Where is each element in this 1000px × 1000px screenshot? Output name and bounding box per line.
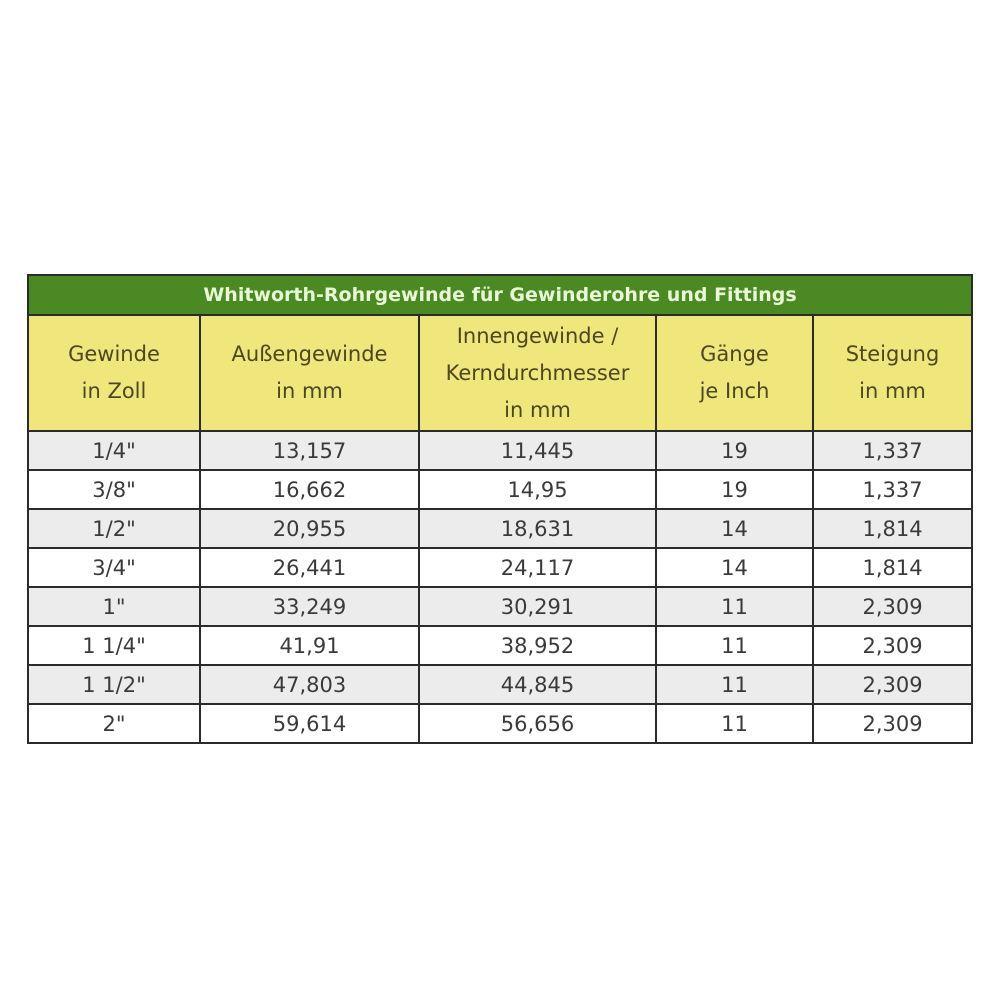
table-cell: 1" xyxy=(27,586,201,627)
table-cell: 13,157 xyxy=(199,430,420,471)
column-header-line: je Inch xyxy=(699,379,770,403)
table-cell: 1 1/2" xyxy=(27,664,201,705)
thread-table: Whitworth-Rohrgewinde für Gewinderohre u… xyxy=(26,274,974,744)
table-cell: 14,95 xyxy=(418,469,657,510)
table-row: 3/4" 26,441 24,117 14 1,814 xyxy=(27,547,974,588)
table-cell: 11 xyxy=(655,664,814,705)
header-row: Gewinde in Zoll Außengewinde in mm Innengewi… xyxy=(27,314,974,432)
table-body: 1/4" 13,157 11,445 19 1,337 3/8" 16,662 14,95 19… xyxy=(27,430,974,744)
table-cell: 59,614 xyxy=(199,703,420,744)
column-header: Außengewinde in mm xyxy=(199,314,420,432)
table-cell: 1,337 xyxy=(811,469,974,510)
table-cell: 44,845 xyxy=(418,664,657,705)
table-cell: 2,309 xyxy=(811,664,974,705)
table-row: 1/4" 13,157 11,445 19 1,337 xyxy=(27,430,974,471)
table-cell: 18,631 xyxy=(418,508,657,549)
column-header-line: Gewinde xyxy=(68,342,160,366)
table-cell: 11 xyxy=(655,703,814,744)
table-cell: 1/4" xyxy=(27,430,201,471)
column-header: Gänge je Inch xyxy=(655,314,814,432)
table-cell: 26,441 xyxy=(199,547,420,588)
table-cell: 38,952 xyxy=(418,625,657,666)
table-cell: 2,309 xyxy=(811,586,974,627)
table-cell: 14 xyxy=(655,547,814,588)
table-cell: 1/2" xyxy=(27,508,201,549)
table-row: 1 1/2" 47,803 44,845 11 2,309 xyxy=(27,664,974,705)
table-cell: 2,309 xyxy=(811,625,974,666)
table-title: Whitworth-Rohrgewinde für Gewinderohre u… xyxy=(26,274,974,316)
table-row: 1 1/4" 41,91 38,952 11 2,309 xyxy=(27,625,974,666)
table-row: 3/8" 16,662 14,95 19 1,337 xyxy=(27,469,974,510)
table-cell: 3/4" xyxy=(27,547,201,588)
table-cell: 11 xyxy=(655,625,814,666)
table-cell: 3/8" xyxy=(27,469,201,510)
column-header: Gewinde in Zoll xyxy=(27,314,201,432)
table-cell: 47,803 xyxy=(199,664,420,705)
column-header-line: Außengewinde xyxy=(231,342,388,366)
table-cell: 16,662 xyxy=(199,469,420,510)
table-cell: 19 xyxy=(655,430,814,471)
table-cell: 20,955 xyxy=(199,508,420,549)
column-header: Innengewinde / Kerndurchmesser in mm xyxy=(418,314,657,432)
column-header-line: in Zoll xyxy=(81,379,147,403)
table-cell: 1,337 xyxy=(811,430,974,471)
table-cell: 41,91 xyxy=(199,625,420,666)
column-header: Steigung in mm xyxy=(811,314,974,432)
table-cell: 11 xyxy=(655,586,814,627)
table-row: 1" 33,249 30,291 11 2,309 xyxy=(27,586,974,627)
table-cell: 11,445 xyxy=(418,430,657,471)
table-cell: 14 xyxy=(655,508,814,549)
column-header-line: Kerndurchmesser xyxy=(445,360,630,385)
table-cell: 30,291 xyxy=(418,586,657,627)
table-cell: 2,309 xyxy=(811,703,974,744)
column-header-line: in mm xyxy=(504,397,571,422)
column-header-line: in mm xyxy=(276,379,343,403)
table-cell: 1 1/4" xyxy=(27,625,201,666)
table-cell: 24,117 xyxy=(418,547,657,588)
table-row: 2" 59,614 56,656 11 2,309 xyxy=(27,703,974,744)
table-cell: 33,249 xyxy=(199,586,420,627)
table-cell: 1,814 xyxy=(811,547,974,588)
table-cell: 2" xyxy=(27,703,201,744)
column-header-line: Innengewinde / xyxy=(456,323,619,348)
column-header-line: Gänge xyxy=(700,342,769,366)
column-header-line: Steigung xyxy=(845,342,940,366)
table-row: 1/2" 20,955 18,631 14 1,814 xyxy=(27,508,974,549)
table-cell: 56,656 xyxy=(418,703,657,744)
table-cell: 19 xyxy=(655,469,814,510)
table-cell: 1,814 xyxy=(811,508,974,549)
column-header-line: in mm xyxy=(859,379,926,403)
